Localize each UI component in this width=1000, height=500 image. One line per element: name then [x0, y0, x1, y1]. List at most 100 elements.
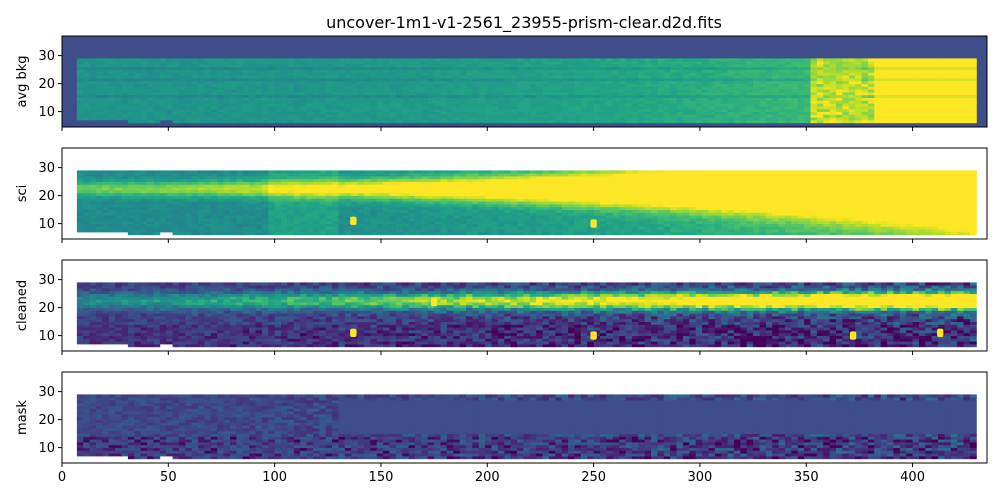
heatmap-cell: [778, 120, 786, 124]
heatmap-cell: [638, 106, 646, 110]
heatmap-cell: [599, 75, 607, 79]
heatmap-cell: [344, 206, 352, 210]
heatmap-cell: [134, 190, 142, 194]
heatmap-cell: [746, 111, 754, 115]
heatmap-cell: [363, 204, 371, 208]
heatmap-cell: [491, 229, 499, 233]
heatmap-cell: [210, 114, 218, 118]
heatmap-cell: [287, 220, 295, 224]
heatmap-cell: [746, 61, 754, 65]
heatmap-cell: [529, 64, 537, 68]
heatmap-cell: [829, 64, 837, 68]
heatmap-cell: [421, 66, 429, 70]
heatmap-cell: [159, 80, 167, 84]
heatmap-cell: [561, 92, 569, 96]
heatmap-cell: [115, 201, 122, 205]
heatmap-cell: [287, 173, 295, 177]
heatmap-cell: [134, 106, 142, 110]
heatmap-cell: [383, 190, 390, 194]
heatmap-cell: [306, 117, 314, 121]
heatmap-cell: [682, 120, 690, 124]
heatmap-cell: [191, 218, 199, 222]
heatmap-cell: [363, 170, 371, 174]
heatmap-cell: [721, 75, 728, 79]
heatmap-cell: [83, 106, 91, 110]
heatmap-cell: [127, 117, 135, 121]
heatmap-cell: [491, 201, 499, 205]
heatmap-cell: [332, 89, 339, 93]
heatmap-cell: [306, 229, 314, 233]
heatmap-cell: [644, 108, 652, 112]
heatmap-cell: [459, 61, 467, 65]
heatmap-cell: [804, 89, 811, 93]
heatmap-cell: [229, 173, 237, 177]
heatmap-cell: [899, 114, 907, 118]
heatmap-cell: [829, 111, 837, 115]
heatmap-cell: [485, 226, 492, 230]
heatmap-cell: [293, 78, 301, 82]
heatmap-cell: [555, 204, 563, 208]
heatmap-cell: [517, 204, 524, 208]
heatmap-cell: [408, 89, 416, 93]
heatmap-cell: [389, 223, 397, 227]
heatmap-cell: [478, 83, 486, 87]
heatmap-cell: [670, 64, 677, 68]
heatmap-cell: [249, 195, 256, 199]
heatmap-cell: [217, 198, 225, 202]
heatmap-cell: [198, 75, 205, 79]
heatmap-cell: [185, 201, 193, 205]
heatmap-cell: [759, 58, 767, 62]
heatmap-cell: [823, 78, 831, 82]
heatmap-cell: [89, 97, 97, 101]
heatmap-cell: [434, 204, 441, 208]
heatmap-cell: [491, 111, 499, 115]
heatmap-cell: [255, 106, 263, 110]
heatmap-cell: [472, 170, 480, 174]
heatmap-cell: [733, 78, 741, 82]
heatmap-cell: [134, 94, 142, 98]
heatmap-cell: [536, 181, 543, 185]
heatmap-cell: [548, 209, 556, 213]
heatmap-cell: [96, 64, 103, 68]
heatmap-cell: [529, 218, 537, 222]
heatmap-cell: [389, 215, 397, 219]
heatmap-cell: [778, 89, 786, 93]
heatmap-cell: [402, 220, 410, 224]
heatmap-cell: [491, 86, 499, 90]
heatmap-cell: [261, 190, 269, 194]
heatmap-cell: [759, 111, 767, 115]
heatmap-cell: [357, 178, 365, 182]
heatmap-cell: [281, 106, 288, 110]
heatmap-cell: [102, 83, 110, 87]
heatmap-cell: [887, 72, 894, 76]
heatmap-cell: [727, 58, 735, 62]
heatmap-cell: [293, 215, 301, 219]
heatmap-cell: [102, 103, 110, 107]
heatmap-cell: [198, 106, 205, 110]
heatmap-cell: [255, 184, 263, 188]
heatmap-cell: [867, 86, 875, 90]
heatmap-cell: [893, 114, 901, 118]
heatmap-cell: [625, 100, 633, 104]
heatmap-cell: [376, 66, 384, 70]
heatmap-cell: [402, 106, 410, 110]
heatmap-cell: [376, 173, 384, 177]
heatmap-cell: [797, 75, 805, 79]
heatmap-cell: [306, 80, 314, 84]
heatmap-cell: [306, 209, 314, 213]
heatmap-cell: [529, 223, 537, 227]
heatmap-cell: [115, 184, 122, 188]
heatmap-cell: [210, 97, 218, 101]
heatmap-cell: [759, 61, 767, 65]
heatmap-cell: [121, 187, 129, 191]
heatmap-cell: [555, 69, 563, 73]
heatmap-cell: [823, 100, 831, 104]
heatmap-cell: [338, 106, 346, 110]
heatmap-cell: [555, 187, 563, 191]
heatmap-cell: [370, 72, 378, 76]
heatmap-cell: [765, 97, 773, 101]
heatmap-cell: [376, 232, 384, 236]
heatmap-cell: [223, 201, 231, 205]
heatmap-cell: [969, 72, 977, 76]
heatmap-cell: [887, 97, 894, 101]
